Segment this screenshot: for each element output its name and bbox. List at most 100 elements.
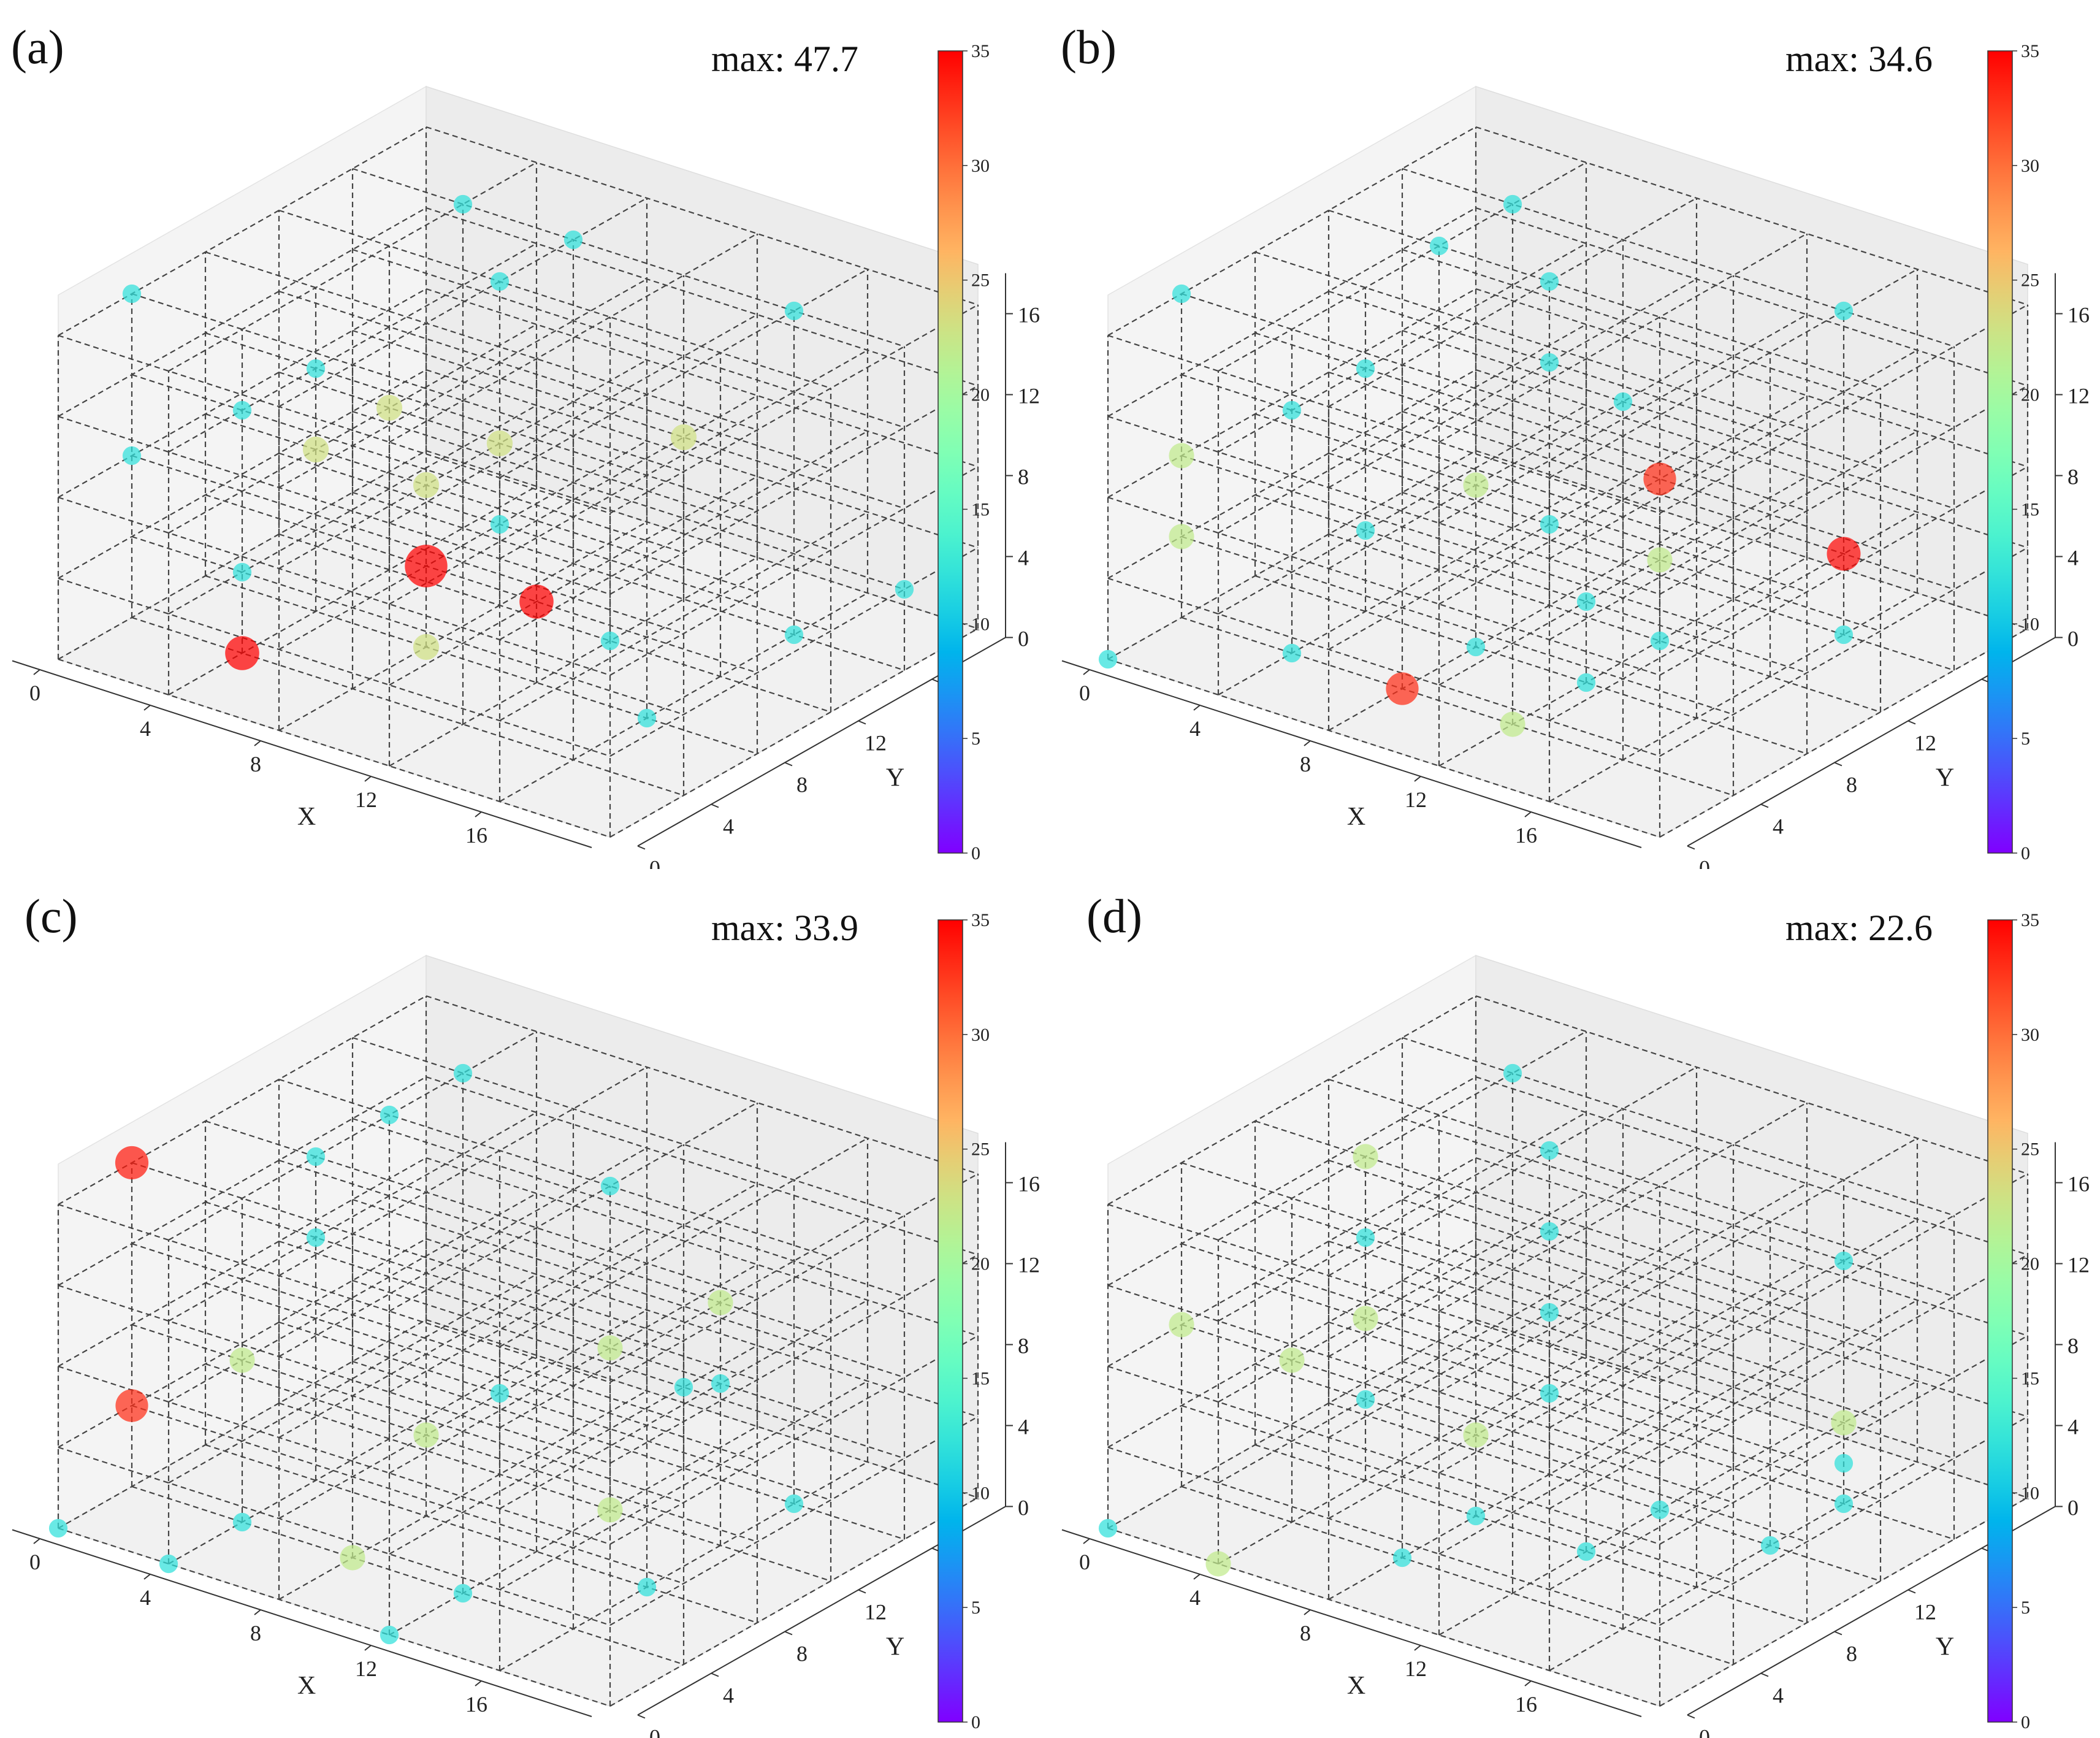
grid-line	[426, 288, 979, 468]
grid-line	[609, 547, 979, 757]
data-point	[159, 1554, 178, 1574]
grid-line	[168, 486, 537, 695]
y-tick-label: 8	[1846, 773, 1857, 797]
colorbar-tick-label: 0	[971, 1712, 980, 1732]
grid-line	[1438, 233, 1808, 443]
x-tick-label: 8	[1300, 1621, 1311, 1645]
y-tick-mark	[858, 720, 866, 725]
colorbar	[1987, 50, 2013, 854]
data-point	[340, 1545, 365, 1571]
grid-line	[1328, 1066, 1697, 1276]
grid-line	[1181, 1242, 1734, 1423]
data-point	[486, 430, 513, 457]
colorbar-tick-label: 10	[2021, 614, 2039, 634]
z-tick-label: 16	[1018, 303, 1040, 327]
data-point	[229, 1347, 255, 1373]
grid-line	[168, 243, 537, 453]
grid-line	[1475, 1238, 2028, 1418]
grid-line	[499, 269, 868, 478]
grid-line	[1438, 395, 1808, 605]
data-point	[1356, 359, 1375, 378]
colorbar-tick-label: 5	[2021, 729, 2030, 749]
x-tick-mark	[1083, 1538, 1090, 1544]
data-point	[711, 1374, 730, 1393]
panel-c: 048121604812160481216XYZ05101520253035 (…	[0, 869, 1050, 1738]
grid-line	[1254, 413, 1808, 593]
z-tick-label: 4	[2068, 546, 2079, 570]
grid-line	[499, 1300, 868, 1509]
z-tick-label: 16	[1018, 1172, 1040, 1196]
grid-line	[1328, 371, 1881, 551]
grid-line	[1438, 314, 1808, 524]
grid-line	[1549, 269, 1918, 478]
grid-line	[499, 1461, 868, 1671]
z-tick-label: 8	[1018, 465, 1029, 489]
x-tick-label: 0	[29, 681, 40, 705]
grid-line	[278, 359, 647, 569]
x-tick-mark	[1304, 1609, 1311, 1615]
grid-line	[426, 126, 979, 306]
data-point	[1650, 631, 1670, 651]
colorbar-tick-label: 10	[971, 1483, 990, 1503]
grid-line	[1659, 1335, 2028, 1545]
grid-line	[1328, 290, 1881, 470]
grid-line	[131, 293, 684, 473]
grid-line	[499, 1138, 868, 1347]
data-point	[413, 634, 440, 660]
data-point	[600, 1176, 620, 1196]
grid-line	[352, 1279, 905, 1460]
data-point	[1831, 1410, 1857, 1436]
grid-line	[278, 440, 647, 650]
grid-line	[1402, 1360, 1955, 1541]
grid-line	[131, 373, 684, 554]
x-tick-label: 0	[1079, 1550, 1090, 1574]
x-tick-label: 16	[1515, 823, 1537, 848]
x-axis-title: X	[297, 803, 316, 831]
grid-line	[1107, 207, 1476, 417]
colorbar-tick-label: 25	[971, 1139, 990, 1160]
grid-line	[58, 1284, 611, 1464]
grid-line	[426, 207, 979, 387]
grid-line	[58, 995, 427, 1205]
data-point	[1540, 353, 1559, 372]
grid-line	[499, 592, 868, 802]
data-point	[1356, 1390, 1375, 1409]
y-tick-mark	[1760, 803, 1769, 808]
x-axis-title: X	[1347, 1672, 1365, 1700]
colorbar-tick-label: 0	[2021, 843, 2030, 863]
grid-line	[131, 1242, 684, 1423]
colorbar-tick-label: 35	[2021, 41, 2039, 61]
max-text-a: max: 47.7	[711, 39, 858, 79]
data-point	[1576, 592, 1596, 611]
data-point	[306, 1228, 326, 1247]
data-point	[1613, 392, 1633, 412]
grid-line	[1328, 278, 1697, 488]
grid-line	[1181, 616, 1734, 797]
z-tick-label: 12	[2068, 384, 2090, 408]
y-axis-title: Y	[886, 1633, 904, 1661]
grid-line	[1254, 575, 1808, 755]
data-point	[115, 1389, 148, 1422]
data-point	[302, 436, 329, 463]
grid-line	[1475, 995, 2028, 1175]
data-point	[413, 1422, 439, 1448]
grid-line	[389, 1426, 758, 1636]
x-tick-label: 8	[250, 1621, 261, 1645]
y-axis-title: Y	[1936, 764, 1954, 792]
grid-line	[389, 1264, 758, 1474]
z-tick-label: 8	[2068, 1334, 2079, 1358]
grid-line	[1181, 1404, 1734, 1585]
grid-line	[609, 1335, 979, 1545]
colorbar-tick-label: 35	[2021, 910, 2039, 930]
grid-line	[58, 415, 611, 595]
z-tick-label: 4	[1018, 1415, 1029, 1439]
y-tick-label: 0	[1699, 856, 1710, 870]
grid-line	[389, 314, 758, 524]
grid-line	[1475, 450, 2028, 630]
grid-line	[278, 521, 647, 731]
grid-line	[205, 494, 758, 674]
colorbar-tick-label: 0	[971, 843, 980, 863]
colorbar	[937, 50, 963, 854]
data-point	[1353, 1144, 1378, 1170]
data-point	[1834, 1494, 1854, 1514]
